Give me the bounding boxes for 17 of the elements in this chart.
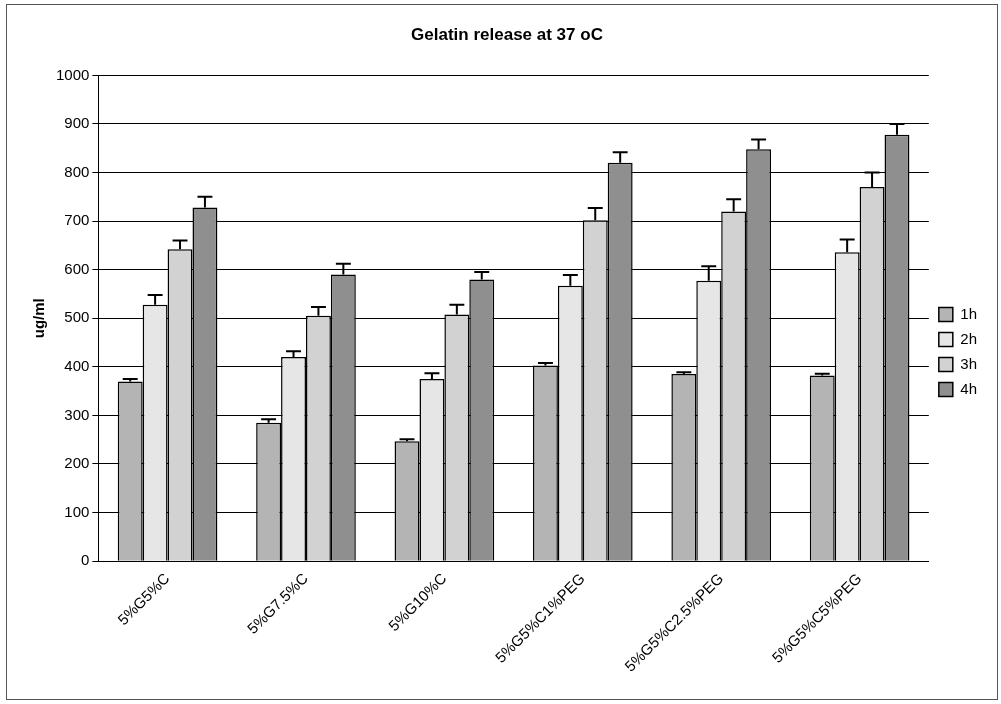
chart-title: Gelatin release at 37 oC [411, 24, 603, 44]
y-tick-label: 1000 [55, 65, 90, 83]
y-tick-label: 600 [64, 259, 90, 277]
legend-label: 3h [960, 354, 977, 372]
legend-label: 4h [960, 379, 977, 397]
y-axis-title: ug/ml [30, 298, 48, 339]
y-tick-label: 700 [64, 211, 90, 229]
y-tick-label: 0 [81, 551, 90, 569]
legend-label: 1h [960, 304, 977, 322]
y-tick-label: 300 [64, 405, 90, 423]
y-tick-label: 400 [64, 356, 90, 374]
y-tick-label: 100 [64, 502, 90, 520]
legend-label: 2h [960, 329, 977, 347]
y-tick-label: 500 [64, 308, 90, 326]
y-tick-label: 900 [64, 114, 90, 132]
y-tick-label: 800 [64, 162, 90, 180]
y-tick-label: 200 [64, 454, 90, 472]
